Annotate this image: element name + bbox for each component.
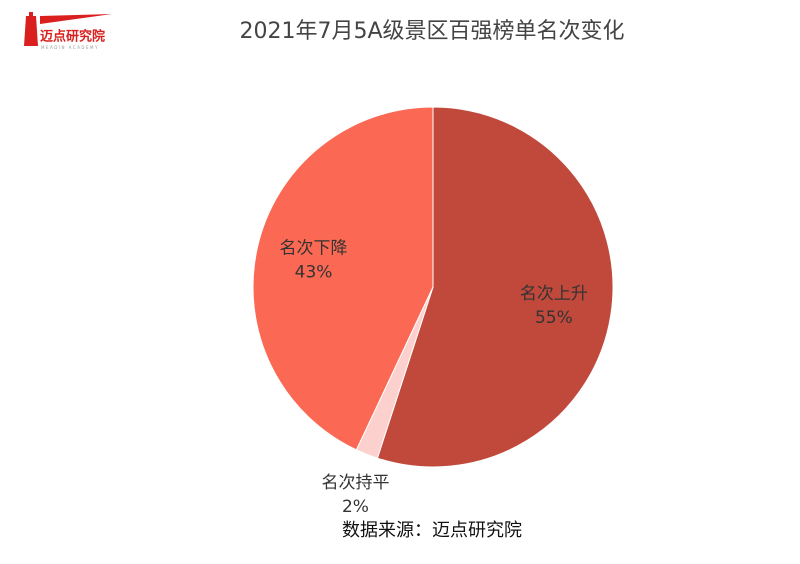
logo: 迈点研究院 MEADIN ACADEMY	[24, 12, 112, 50]
logo-subtitle: MEADIN ACADEMY	[41, 45, 99, 50]
value-label: 55%	[535, 308, 573, 328]
logo-icon	[24, 16, 38, 46]
value-label: 2%	[342, 497, 369, 517]
slice-label: 名次持平	[321, 473, 389, 493]
logo-icon	[40, 14, 112, 24]
logo-icon	[29, 12, 33, 17]
source: 数据来源：迈点研究院	[342, 520, 522, 541]
pie-slice	[376, 106, 614, 468]
value-label: 43%	[295, 262, 333, 282]
pie-slice	[252, 106, 434, 451]
slice-label: 名次下降	[280, 238, 348, 258]
slice-label: 名次上升	[520, 284, 588, 304]
logo-name: 迈点研究院	[40, 29, 105, 45]
pie: 名次上升 55% 名次持平 2% 名次下降 43%	[252, 106, 614, 517]
chart-title: 2021年7月5A级景区百强榜单名次变化	[239, 19, 624, 44]
